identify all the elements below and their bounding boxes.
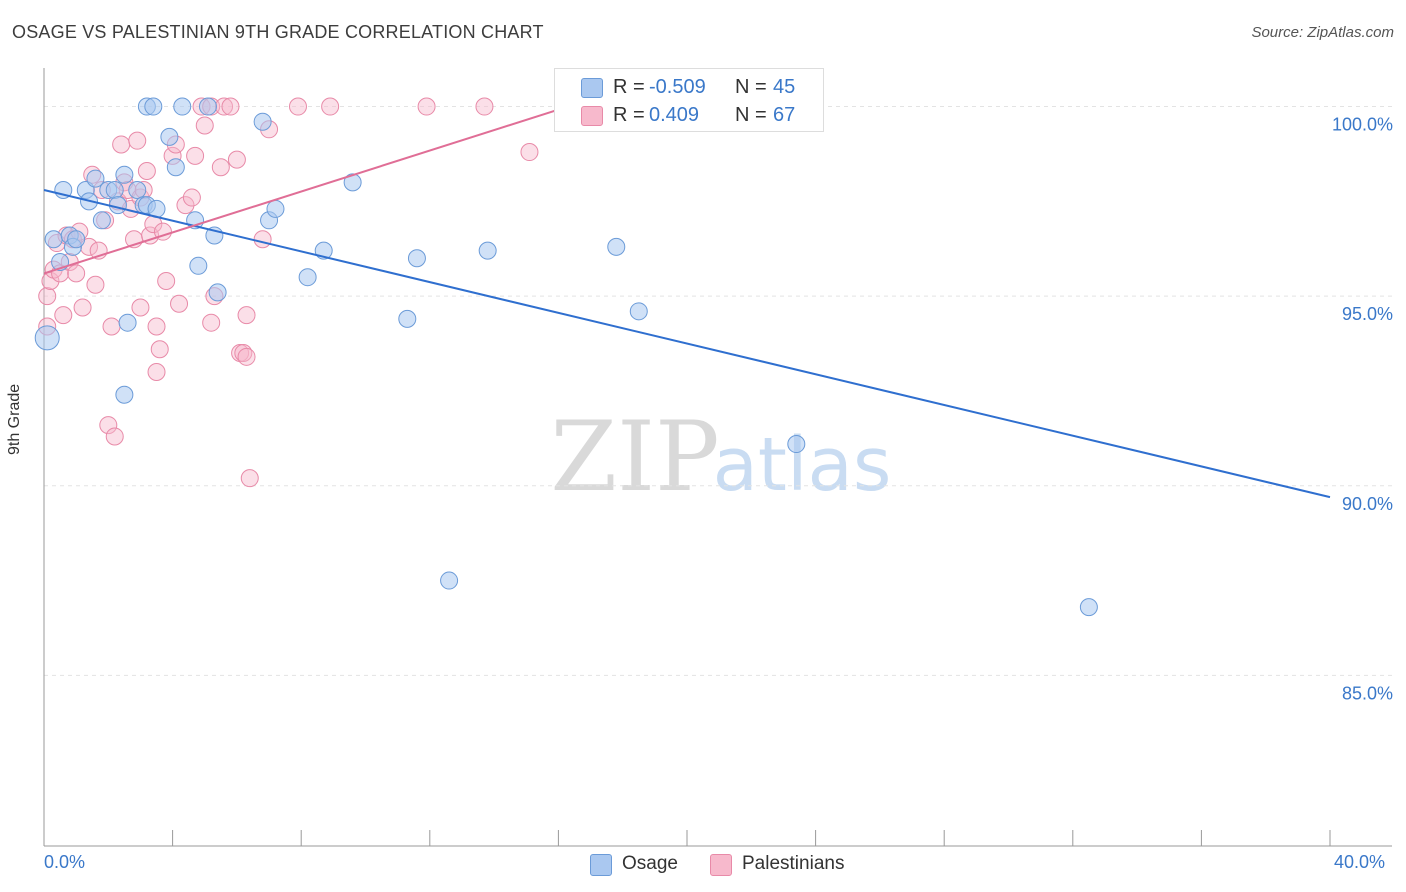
palestinians-point bbox=[128, 131, 147, 150]
palestinians-point bbox=[202, 313, 221, 332]
osage-n-label: N = bbox=[735, 76, 767, 98]
osage-trend-line bbox=[43, 188, 1331, 499]
palestinians-point bbox=[288, 97, 307, 116]
palestinians-point bbox=[102, 317, 121, 336]
osage-point bbox=[92, 211, 111, 230]
osage-point bbox=[343, 173, 362, 192]
osage-n-value: 45 bbox=[773, 76, 796, 98]
palestinians-r-value: 0.409 bbox=[649, 104, 700, 126]
y-tick-label: 90.0% bbox=[1342, 494, 1393, 514]
palestinians-point bbox=[157, 271, 176, 290]
chart-title: OSAGE VS PALESTINIAN 9TH GRADE CORRELATI… bbox=[12, 22, 544, 42]
palestinians-point bbox=[99, 416, 118, 435]
osage-point bbox=[478, 241, 497, 260]
watermark-atlas: atlas bbox=[713, 422, 892, 508]
palestinians-point bbox=[253, 230, 272, 249]
osage-point bbox=[787, 435, 806, 454]
legend-swatch-palestinians bbox=[710, 854, 732, 876]
legend-swatch-osage bbox=[590, 854, 612, 876]
legend-label-palestinians: Palestinians bbox=[742, 853, 845, 874]
palestinians-point bbox=[237, 347, 256, 366]
palestinians-point bbox=[186, 146, 205, 165]
osage-point bbox=[208, 283, 227, 302]
palestinians-point bbox=[38, 287, 57, 306]
osage-point bbox=[629, 302, 648, 321]
osage-point bbox=[86, 169, 105, 188]
osage-swatch bbox=[581, 78, 603, 98]
palestinians-point bbox=[41, 271, 60, 290]
palestinians-trend-line bbox=[43, 105, 569, 275]
palestinians-point bbox=[170, 294, 189, 313]
osage-point bbox=[115, 165, 134, 184]
palestinians-point bbox=[176, 196, 195, 215]
palestinians-point bbox=[86, 275, 105, 294]
palestinians-point bbox=[211, 158, 230, 177]
osage-point bbox=[253, 112, 272, 131]
palestinians-point bbox=[137, 162, 156, 181]
osage-r-label: R = bbox=[613, 76, 645, 98]
stats-box: R = -0.509 N = 45 R = 0.409 N = 67 bbox=[554, 68, 824, 132]
palestinians-point bbox=[227, 150, 246, 169]
palestinians-point bbox=[131, 298, 150, 317]
stats-row-palestinians: R = 0.409 N = 67 bbox=[555, 101, 823, 129]
osage-point bbox=[266, 199, 285, 218]
palestinians-point bbox=[67, 264, 86, 283]
osage-point bbox=[398, 309, 417, 328]
palestinians-point bbox=[105, 427, 124, 446]
palestinians-swatch bbox=[581, 106, 603, 126]
osage-point bbox=[173, 97, 192, 116]
osage-point bbox=[144, 97, 163, 116]
osage-r-value: -0.509 bbox=[649, 76, 706, 98]
osage-point bbox=[607, 237, 626, 256]
palestinians-point bbox=[240, 469, 259, 488]
y-tick-label: 100.0% bbox=[1332, 115, 1393, 135]
watermark-zip: ZIP bbox=[550, 401, 719, 513]
osage-point bbox=[67, 230, 86, 249]
osage-point bbox=[189, 256, 208, 275]
osage-point bbox=[1079, 598, 1098, 617]
osage-point bbox=[166, 158, 185, 177]
palestinians-point bbox=[182, 188, 201, 207]
osage-point bbox=[34, 325, 60, 351]
palestinians-point bbox=[475, 97, 494, 116]
palestinians-point bbox=[54, 306, 73, 325]
palestinians-point bbox=[520, 143, 539, 162]
palestinians-point bbox=[195, 116, 214, 135]
palestinians-r-label: R = bbox=[613, 104, 645, 126]
x-tick-label-min: 0.0% bbox=[44, 852, 86, 872]
palestinians-point bbox=[147, 317, 166, 336]
palestinians-point bbox=[417, 97, 436, 116]
osage-point bbox=[44, 230, 63, 249]
osage-point bbox=[440, 571, 459, 590]
osage-point bbox=[128, 180, 147, 199]
legend: Osage Palestinians bbox=[0, 852, 1406, 878]
osage-point bbox=[105, 180, 124, 199]
y-tick-label: 85.0% bbox=[1342, 683, 1393, 703]
palestinians-n-value: 67 bbox=[773, 104, 796, 126]
legend-label-osage: Osage bbox=[622, 853, 678, 874]
palestinians-point bbox=[73, 298, 92, 317]
palestinians-point bbox=[321, 97, 340, 116]
y-tick-label: 95.0% bbox=[1342, 304, 1393, 324]
palestinians-point bbox=[112, 135, 131, 154]
palestinians-point bbox=[150, 340, 169, 359]
osage-point bbox=[407, 249, 426, 268]
palestinians-point bbox=[147, 362, 166, 381]
osage-point bbox=[298, 268, 317, 287]
osage-point bbox=[118, 313, 137, 332]
osage-point bbox=[115, 385, 134, 404]
palestinians-point bbox=[221, 97, 240, 116]
osage-point bbox=[160, 127, 179, 146]
osage-point bbox=[108, 196, 127, 215]
source-label: Source: ZipAtlas.com bbox=[1251, 24, 1394, 41]
osage-point bbox=[198, 97, 217, 116]
palestinians-point bbox=[237, 306, 256, 325]
x-tick-label-max: 40.0% bbox=[1334, 852, 1386, 872]
palestinians-n-label: N = bbox=[735, 104, 767, 126]
stats-row-osage: R = -0.509 N = 45 bbox=[555, 73, 823, 101]
